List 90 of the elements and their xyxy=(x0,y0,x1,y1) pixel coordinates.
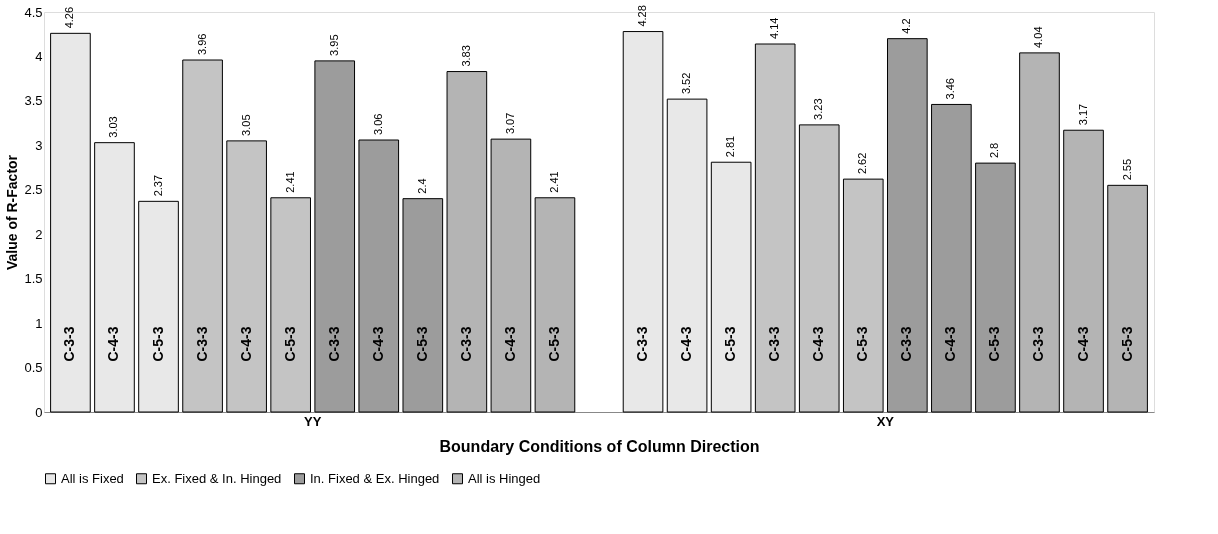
y-axis-title: Value of R-Factor xyxy=(4,154,21,271)
y-tick-label: 2 xyxy=(35,226,43,242)
legend-label: All is Hinged xyxy=(468,470,541,486)
data-label: 3.06 xyxy=(371,113,384,135)
data-label: 3.03 xyxy=(107,116,120,138)
bar xyxy=(94,142,135,413)
bar xyxy=(226,140,267,413)
x-tick-label: C-5-3 xyxy=(545,326,562,362)
bar xyxy=(270,197,311,413)
bar xyxy=(182,59,223,413)
x-tick-label: C-3-3 xyxy=(193,326,210,362)
data-label: 2.41 xyxy=(283,171,296,193)
data-label: 2.81 xyxy=(724,135,737,158)
x-tick-label: C-4-3 xyxy=(237,326,254,362)
x-tick-label: C-5-3 xyxy=(722,326,739,362)
x-tick-label: C-5-3 xyxy=(281,326,298,362)
bar xyxy=(1063,129,1104,413)
x-tick-label: C-3-3 xyxy=(634,326,651,362)
bar xyxy=(710,161,752,413)
bar xyxy=(622,31,664,413)
data-label: 3.96 xyxy=(195,33,208,55)
y-tick-label: 3 xyxy=(35,137,43,153)
y-tick-label: 3.5 xyxy=(24,93,43,109)
bar xyxy=(798,124,840,413)
x-tick-label: C-5-3 xyxy=(986,326,1003,362)
bar xyxy=(1019,52,1060,413)
data-label: 3.23 xyxy=(812,98,825,120)
x-tick-label: C-3-3 xyxy=(61,326,78,362)
data-label: 3.95 xyxy=(327,34,340,56)
data-label: 4.28 xyxy=(636,5,649,27)
bar xyxy=(754,43,796,413)
bar xyxy=(314,60,356,413)
data-label: 2.62 xyxy=(856,152,869,175)
data-label: 4.04 xyxy=(1032,26,1045,48)
bar xyxy=(358,139,400,413)
data-label: 2.55 xyxy=(1120,158,1133,181)
x-tick-label: C-4-3 xyxy=(1074,326,1091,362)
y-tick-label: 4 xyxy=(35,48,43,64)
x-tick-label: C-3-3 xyxy=(898,326,915,362)
text: YY xyxy=(304,414,322,429)
x-tick-label: C-5-3 xyxy=(1118,326,1135,362)
legend-label: All is Fixed xyxy=(61,470,124,486)
data-label: 2.41 xyxy=(547,171,560,193)
y-tick-label: 0.5 xyxy=(24,360,43,376)
bar xyxy=(1107,184,1148,413)
x-tick-label: C-4-3 xyxy=(501,326,518,362)
x-tick-label: C-5-3 xyxy=(413,326,430,362)
bar xyxy=(666,98,708,413)
text: XY xyxy=(876,414,895,429)
x-axis-title: Boundary Conditions of Column Direction xyxy=(439,437,760,455)
x-tick-label: C-3-3 xyxy=(1030,326,1047,362)
legend-label: Ex. Fixed & In. Hinged xyxy=(152,470,282,486)
bar xyxy=(138,200,179,413)
bar xyxy=(446,71,488,413)
y-tick-label: 1.5 xyxy=(24,271,43,287)
bar xyxy=(975,162,1016,413)
data-label: 2.4 xyxy=(415,178,428,194)
y-tick-label: 1 xyxy=(35,315,43,331)
data-label: 3.05 xyxy=(239,114,252,136)
data-label: 4.26 xyxy=(63,6,76,29)
y-tick-label: 0 xyxy=(35,404,43,420)
x-tick-label: C-5-3 xyxy=(854,326,871,362)
data-label: 3.52 xyxy=(680,72,693,95)
data-label: 3.17 xyxy=(1076,103,1089,126)
legend-label: In. Fixed & Ex. Hinged xyxy=(310,470,440,486)
y-tick-label: 2.5 xyxy=(24,182,43,198)
x-tick-label: C-3-3 xyxy=(457,326,474,362)
data-label: 2.37 xyxy=(151,174,164,197)
bar xyxy=(887,38,928,413)
data-label: 4.2 xyxy=(900,18,913,34)
data-label: 4.14 xyxy=(768,17,781,39)
x-tick-label: C-3-3 xyxy=(325,326,342,362)
x-tick-label: C-4-3 xyxy=(810,326,827,362)
bar xyxy=(402,198,444,413)
x-tick-label: C-4-3 xyxy=(678,326,695,362)
bar xyxy=(490,138,532,413)
x-tick-label: C-4-3 xyxy=(942,326,959,362)
data-label: 3.07 xyxy=(503,112,516,135)
x-tick-label: C-3-3 xyxy=(766,326,783,362)
x-tick-label: C-5-3 xyxy=(149,326,166,362)
bar xyxy=(50,32,91,413)
bar xyxy=(534,197,576,413)
bar xyxy=(842,178,884,413)
data-label: 3.83 xyxy=(459,45,472,67)
data-label: 2.8 xyxy=(988,142,1001,159)
bar xyxy=(931,103,972,413)
x-tick-label: C-4-3 xyxy=(105,326,122,362)
data-label: 3.46 xyxy=(944,78,957,100)
y-tick-label: 4.5 xyxy=(24,4,43,20)
x-tick-label: C-4-3 xyxy=(369,326,386,362)
